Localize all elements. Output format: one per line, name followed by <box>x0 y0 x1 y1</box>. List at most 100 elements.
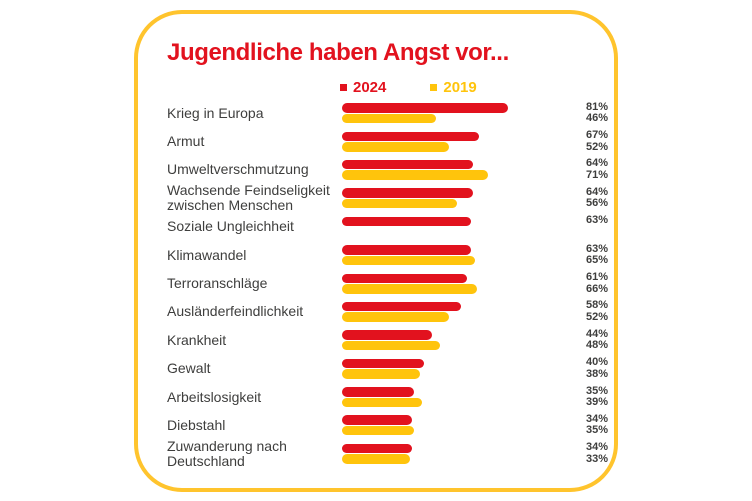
chart-row: Armut 67% 52% <box>167 127 614 155</box>
bar-2019 <box>342 113 437 124</box>
chart-row: Krankheit 44% 48% <box>167 326 614 354</box>
bar-2024 <box>342 159 474 170</box>
bar-2024 <box>342 245 472 255</box>
category-label: Wachsende Feindseligkeit zwischen Mensch… <box>167 182 330 214</box>
chart-row: Klimawandel 63% 65% <box>167 241 614 269</box>
bar-group <box>342 159 586 180</box>
category-label: Gewalt <box>167 360 211 377</box>
category-label: Krieg in Europa <box>167 104 264 121</box>
bar-2024 <box>342 131 480 142</box>
value-2019: 48% <box>586 339 609 352</box>
bar-group <box>342 387 586 408</box>
value-labels: 44% 48% <box>586 327 614 352</box>
bar-2019 <box>342 369 420 379</box>
value-2024: 40% <box>586 356 609 369</box>
value-labels: 34% 35% <box>586 412 614 437</box>
bar-2019 <box>342 198 457 209</box>
bar-2024 <box>342 358 424 369</box>
chart-row: Ausländerfeindlichkeit 58% 52% <box>167 298 614 326</box>
chart-row: Soziale Ungleichheit 63% <box>167 213 614 241</box>
chart-row: Arbeitslosigkeit 35% 39% <box>167 383 614 411</box>
bar-2024 <box>342 387 414 397</box>
infographic-card: Jugendliche haben Angst vor... 2024 2019… <box>134 10 618 492</box>
bar-group <box>342 245 586 266</box>
value-2019: 39% <box>586 396 609 409</box>
category-label: Ausländerfeindlichkeit <box>167 303 304 320</box>
value-2019: 35% <box>586 424 609 437</box>
bar-2019 <box>342 170 488 180</box>
value-2024: 63% <box>586 214 609 227</box>
legend-swatch-2024-icon <box>340 84 347 91</box>
category-label: Zuwanderung nach Deutschland <box>167 437 287 469</box>
bar-group <box>342 188 586 209</box>
legend-label-2024: 2024 <box>353 78 387 96</box>
category-label: Terroranschläge <box>167 275 268 292</box>
bar-2019 <box>342 425 414 436</box>
value-2024: 61% <box>586 271 609 284</box>
value-labels: 34% 33% <box>586 442 614 465</box>
bar-2024 <box>342 330 433 340</box>
bar-group <box>342 103 586 124</box>
value-2019: 46% <box>586 112 609 125</box>
category-label: Arbeitslosigkeit <box>167 388 262 405</box>
value-2024: 44% <box>586 327 609 340</box>
bar-2019 <box>342 340 441 351</box>
category-label: Soziale Ungleichheit <box>167 218 294 235</box>
bar-2024 <box>342 103 509 113</box>
bar-group <box>342 216 586 237</box>
value-labels: 40% 38% <box>586 357 614 380</box>
value-2019: 71% <box>586 168 609 181</box>
value-labels: 61% 66% <box>586 272 614 295</box>
bar-group <box>342 301 586 322</box>
legend-swatch-2019-icon <box>430 84 438 91</box>
bar-2024 <box>342 273 468 284</box>
category-label: Umweltverschmutzung <box>167 161 309 178</box>
chart-row: Diebstahl 34% 35% <box>167 411 614 439</box>
bar-2024 <box>342 216 472 227</box>
value-2019: 52% <box>586 140 609 153</box>
value-labels: 63% 65% <box>586 243 614 267</box>
value-2019 <box>586 227 614 239</box>
value-2019: 56% <box>586 197 609 210</box>
bar-2019 <box>342 397 422 408</box>
bar-group <box>342 273 586 294</box>
bar-2024 <box>342 301 461 312</box>
category-label: Armut <box>167 133 205 150</box>
chart-title: Jugendliche haben Angst vor... <box>167 39 509 66</box>
chart-legend: 2024 2019 <box>340 78 614 96</box>
bar-2019 <box>342 142 449 152</box>
value-2024: 64% <box>586 157 609 170</box>
chart-row: Wachsende Feindseligkeit zwischen Mensch… <box>167 182 614 214</box>
value-2024: 64% <box>586 185 609 198</box>
value-labels: 81% 46% <box>586 101 614 125</box>
bar-group <box>342 330 586 351</box>
legend-item-2019: 2019 <box>430 79 477 96</box>
bar-chart: Krieg in Europa 81% 46% Armut 67% 52% Umweltve… <box>167 99 614 468</box>
value-2019: 52% <box>586 310 609 323</box>
chart-row: Umweltverschmutzung 64% 71% <box>167 156 614 184</box>
value-labels: 64% 56% <box>586 185 614 210</box>
category-label: Diebstahl <box>167 416 226 433</box>
bar-group <box>342 443 586 464</box>
bar-group <box>342 415 586 436</box>
bar-2019 <box>342 255 476 266</box>
value-labels: 58% 52% <box>586 300 614 323</box>
value-labels: 67% 52% <box>586 130 614 153</box>
value-2024: 34% <box>586 412 609 425</box>
value-2024: 67% <box>586 129 609 142</box>
bar-group <box>342 131 586 152</box>
bar-2019 <box>342 284 478 294</box>
chart-row: Terroranschläge 61% 66% <box>167 269 614 297</box>
value-2019: 33% <box>586 452 609 465</box>
bar-2024 <box>342 443 412 454</box>
value-2024: 35% <box>586 384 609 397</box>
value-2019: 65% <box>586 254 609 267</box>
bar-2019 <box>342 312 449 322</box>
chart-row: Krieg in Europa 81% 46% <box>167 99 614 127</box>
value-labels: 63% <box>586 215 614 238</box>
chart-row: Gewalt 40% 38% <box>167 355 614 383</box>
bar-2024 <box>342 415 412 425</box>
bar-2024 <box>342 188 474 198</box>
value-2024: 58% <box>586 299 609 312</box>
value-2024: 34% <box>586 441 609 454</box>
